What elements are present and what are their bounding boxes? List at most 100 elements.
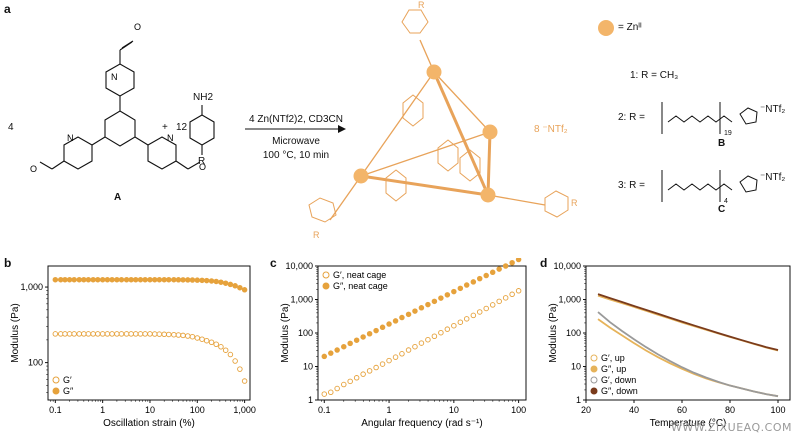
pyridine-N-top: N bbox=[111, 72, 118, 82]
y-tick-label: 1,000 bbox=[20, 282, 43, 292]
plus-sign: + bbox=[162, 122, 168, 133]
data-point bbox=[128, 276, 134, 283]
data-point bbox=[213, 278, 219, 285]
data-point bbox=[438, 329, 444, 336]
data-point bbox=[232, 358, 238, 364]
cage-R-left: R bbox=[313, 230, 320, 240]
zn-legend-sphere bbox=[598, 20, 614, 36]
x-tick-label: 80 bbox=[725, 405, 735, 415]
data-point bbox=[123, 331, 130, 337]
data-point bbox=[132, 331, 139, 337]
aldehyde-O-right: O bbox=[199, 162, 206, 172]
data-point bbox=[373, 364, 379, 371]
data-point bbox=[52, 276, 59, 283]
data-point bbox=[418, 340, 425, 346]
legend-label: G″, down bbox=[601, 386, 638, 396]
data-point bbox=[123, 276, 130, 283]
legend-label: G′, up bbox=[601, 353, 625, 363]
y-tick-label: 1 bbox=[576, 395, 581, 405]
data-point bbox=[151, 276, 158, 283]
amine-NH2: NH2 bbox=[193, 92, 214, 103]
repeat-sub-19: 19 bbox=[724, 130, 732, 137]
y-tick-label: 10,000 bbox=[553, 261, 581, 271]
data-point bbox=[128, 331, 134, 337]
data-point bbox=[62, 276, 68, 283]
x-tick-label: 10 bbox=[145, 405, 155, 415]
y-axis-label: Modulus (Pa) bbox=[280, 303, 291, 362]
data-point bbox=[399, 314, 405, 321]
x-tick-label: 60 bbox=[677, 405, 687, 415]
data-point bbox=[463, 316, 470, 322]
data-point bbox=[347, 340, 353, 347]
y-tick-label: 100 bbox=[28, 358, 43, 368]
data-point bbox=[194, 335, 201, 341]
data-point bbox=[161, 276, 167, 283]
panel-c-letter: c bbox=[270, 256, 277, 270]
data-point bbox=[405, 311, 412, 318]
data-point bbox=[175, 277, 182, 283]
data-point bbox=[109, 331, 115, 337]
r-group-B-structure bbox=[661, 102, 758, 134]
amine-structure bbox=[189, 105, 215, 155]
data-point bbox=[328, 389, 334, 396]
data-point bbox=[360, 371, 366, 377]
y-axis-label: Modulus (Pa) bbox=[10, 303, 21, 362]
data-point bbox=[171, 331, 177, 338]
data-point bbox=[418, 305, 425, 311]
legend-label: G″, up bbox=[601, 364, 626, 374]
data-point bbox=[147, 276, 153, 283]
zn-sphere bbox=[480, 187, 496, 203]
legend-label: G′, neat cage bbox=[333, 270, 386, 280]
data-point bbox=[360, 334, 366, 340]
data-point bbox=[203, 277, 210, 284]
plot-frame bbox=[47, 265, 251, 401]
data-point bbox=[90, 331, 96, 337]
data-point bbox=[405, 347, 412, 353]
aldehyde-O-top: O bbox=[134, 22, 141, 32]
data-point bbox=[104, 331, 111, 337]
data-point bbox=[151, 331, 158, 337]
data-point bbox=[71, 276, 77, 283]
data-point bbox=[476, 275, 483, 282]
data-point bbox=[66, 331, 73, 337]
data-point bbox=[379, 324, 386, 331]
data-point bbox=[85, 276, 92, 283]
x-axis-label: Oscillation strain (%) bbox=[103, 418, 195, 429]
y-tick-label: 1,000 bbox=[290, 295, 313, 305]
legend-label: G′ bbox=[63, 375, 72, 385]
r-definition-1: 1: R = CH₃ bbox=[630, 70, 679, 81]
data-point bbox=[489, 269, 496, 276]
data-point bbox=[81, 276, 87, 283]
data-point bbox=[95, 276, 101, 283]
panel-d-letter: d bbox=[540, 256, 548, 270]
data-point bbox=[515, 258, 522, 263]
x-tick-label: 0.1 bbox=[318, 405, 331, 415]
data-point bbox=[392, 318, 399, 324]
data-point bbox=[52, 331, 59, 337]
data-point bbox=[237, 366, 243, 372]
data-point bbox=[199, 336, 205, 342]
data-point bbox=[104, 276, 111, 283]
legend-marker bbox=[590, 365, 598, 373]
data-point bbox=[222, 280, 229, 286]
x-tick-label: 100 bbox=[511, 405, 526, 415]
data-point bbox=[222, 347, 229, 353]
panel-b-letter: b bbox=[4, 256, 12, 270]
data-point bbox=[386, 321, 392, 327]
data-point bbox=[341, 343, 347, 350]
data-point bbox=[142, 331, 148, 337]
x-tick-label: 20 bbox=[581, 405, 591, 415]
data-point bbox=[180, 332, 186, 339]
legend-marker bbox=[590, 354, 598, 362]
data-point bbox=[161, 331, 167, 338]
data-point bbox=[366, 368, 373, 374]
x-tick-label: 40 bbox=[629, 405, 639, 415]
zn-sphere bbox=[426, 64, 442, 80]
data-point bbox=[156, 276, 163, 283]
data-point bbox=[483, 305, 489, 312]
data-point bbox=[237, 284, 243, 291]
x-tick-label: 1 bbox=[100, 405, 105, 415]
zn-legend-label: = Znᴵᴵ bbox=[618, 22, 642, 33]
y-tick-label: 100 bbox=[298, 328, 313, 338]
data-point bbox=[189, 277, 196, 283]
